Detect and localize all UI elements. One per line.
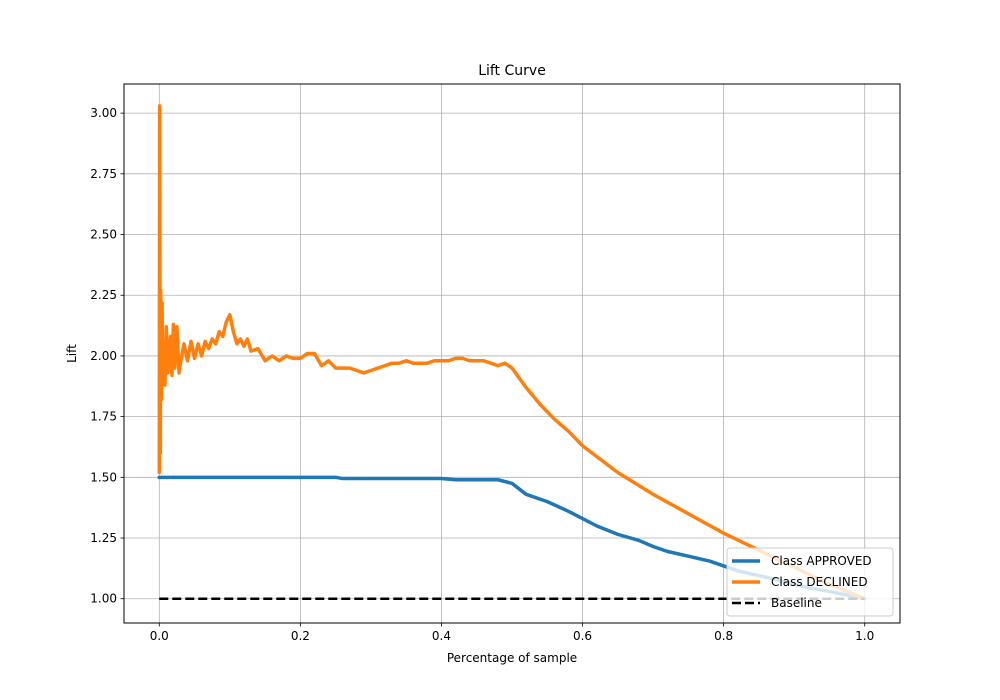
y-tick-label: 1.75 — [90, 410, 117, 424]
y-tick-label: 2.00 — [90, 349, 117, 363]
legend-label: Baseline — [771, 596, 822, 610]
x-tick-label: 0.2 — [291, 629, 310, 643]
axis-ticks: 0.0 0.2 0.4 0.6 0.8 1.0 1.00 1.25 1.50 1.75 2.00 2.… — [90, 106, 874, 643]
x-tick-label: 0.0 — [150, 629, 169, 643]
y-tick-label: 2.75 — [90, 167, 117, 181]
y-tick-label: 2.25 — [90, 288, 117, 302]
y-axis-label: Lift — [65, 344, 79, 363]
legend-label: Class APPROVED — [771, 554, 872, 568]
x-tick-label: 0.6 — [573, 629, 592, 643]
y-tick-label: 1.50 — [90, 470, 117, 484]
y-tick-label: 2.50 — [90, 228, 117, 242]
plot-frame — [123, 83, 901, 624]
x-tick-label: 0.8 — [714, 629, 733, 643]
legend: Class APPROVED Class DECLINED Baseline — [726, 547, 894, 617]
y-tick-label: 1.00 — [90, 592, 117, 606]
legend-box — [726, 547, 894, 617]
legend-label: Class DECLINED — [771, 575, 868, 589]
x-axis-label: Percentage of sample — [447, 651, 577, 665]
y-tick-label: 3.00 — [90, 106, 117, 120]
x-tick-label: 0.4 — [432, 629, 451, 643]
chart-title: Lift Curve — [478, 63, 546, 79]
series-line-class-declined — [157, 104, 867, 601]
x-tick-label: 1.0 — [855, 629, 874, 643]
y-tick-label: 1.25 — [90, 531, 117, 545]
